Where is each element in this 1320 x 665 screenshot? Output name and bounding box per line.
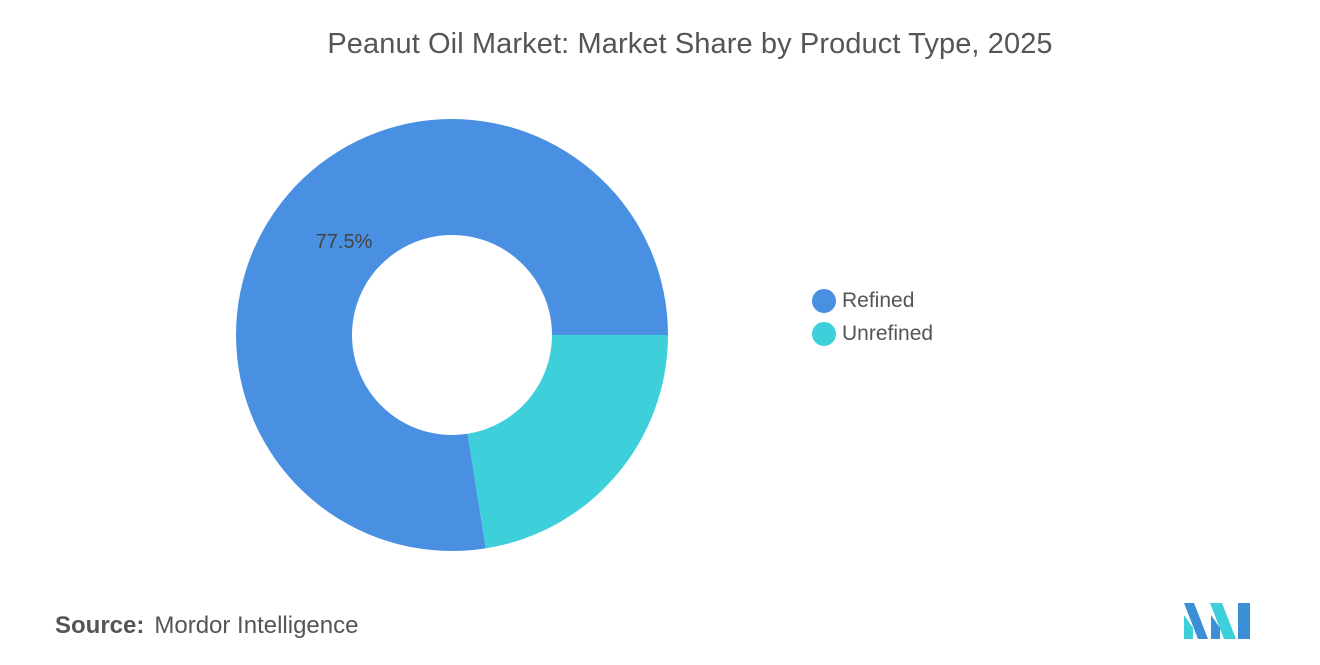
mordor-intelligence-logo-icon (1184, 603, 1250, 644)
logo-shape-left (1184, 603, 1208, 639)
legend-label-refined: Refined (842, 288, 915, 312)
donut-slices (236, 118, 668, 551)
legend-label-unrefined: Unrefined (842, 321, 934, 345)
legend-item-unrefined[interactable]: Unrefined (812, 317, 933, 350)
source-note: Source: Mordor Intelligence (55, 612, 358, 640)
donut-slice-unrefined[interactable] (467, 335, 668, 549)
donut-data-labels: 77.5% (316, 231, 373, 253)
chart-title: Peanut Oil Market: Market Share by Produ… (327, 28, 1053, 60)
logo-shape-mid-bar (1211, 615, 1220, 639)
source-label: Source: (55, 612, 145, 639)
donut-slice-refined[interactable] (236, 118, 668, 551)
data-label-refined: 77.5% (316, 231, 373, 253)
logo-shape-mid (1210, 603, 1236, 639)
logo-shape-right (1238, 603, 1250, 639)
logo-shape-left-bar (1184, 615, 1193, 639)
source-text: Mordor Intelligence (154, 612, 359, 639)
legend-swatch-unrefined (812, 321, 836, 346)
chart-legend: Refined Unrefined (812, 284, 933, 350)
legend-swatch-refined (812, 288, 836, 313)
legend-item-refined[interactable]: Refined (812, 284, 933, 317)
